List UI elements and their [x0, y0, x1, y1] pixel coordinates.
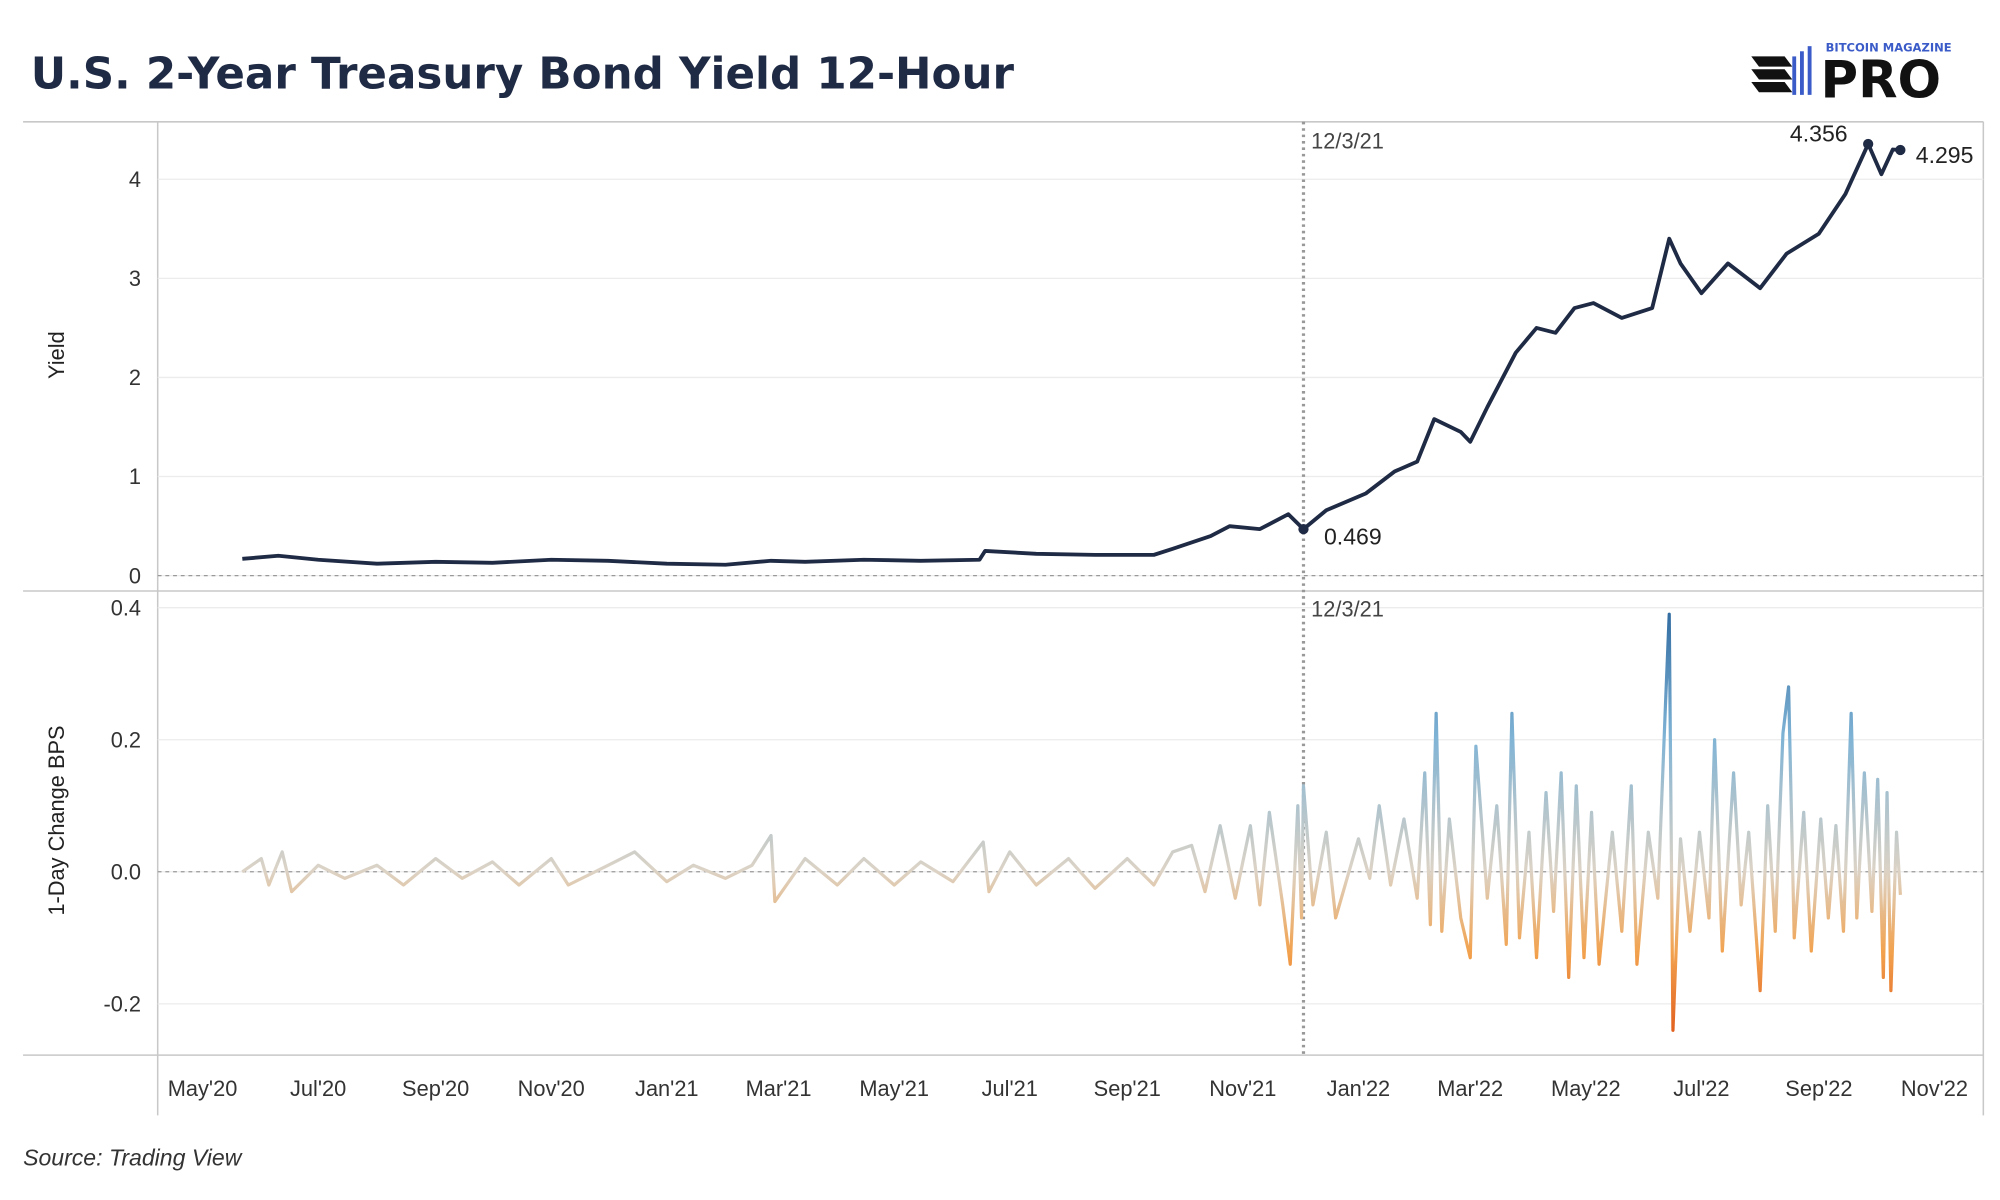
- x-tick-label: Jan'22: [1327, 1076, 1391, 1101]
- x-tick-label: Sep'22: [1785, 1076, 1852, 1101]
- marker-label: 12/3/21: [1311, 129, 1384, 154]
- x-tick-label: Nov'22: [1901, 1076, 1968, 1101]
- yield-series-line: [242, 142, 1901, 567]
- x-tick-label: Jan'21: [635, 1076, 699, 1101]
- annotation-dot: [1298, 524, 1309, 535]
- x-tick-label: Sep'21: [1094, 1076, 1161, 1101]
- y-tick-label: 2: [129, 365, 141, 390]
- x-tick-label: Nov'21: [1209, 1076, 1276, 1101]
- x-tick-label: Jul'21: [982, 1076, 1038, 1101]
- annotation-label: 4.295: [1916, 142, 1974, 168]
- change-series-line: [241, 612, 1902, 1032]
- annotation-dot: [1863, 138, 1874, 150]
- x-tick-label: Mar'22: [1437, 1076, 1503, 1101]
- y-tick-label: 0.2: [111, 727, 141, 752]
- marker-label: 12/3/21: [1311, 597, 1384, 622]
- y-tick-label: 3: [129, 266, 141, 291]
- annotation-label: 0.469: [1324, 524, 1382, 550]
- logo-mark-icon: [1751, 46, 1812, 95]
- y-tick-label: 0.0: [111, 859, 141, 884]
- annotation-dot: [1895, 144, 1906, 156]
- chart-title: U.S. 2-Year Treasury Bond Yield 12-Hour: [31, 49, 1015, 99]
- y-tick-label: 0: [129, 563, 141, 588]
- x-tick-label: May'20: [168, 1076, 238, 1101]
- y-tick-label: 0.4: [111, 595, 141, 620]
- logo-top-text: BITCOIN MAGAZINE: [1826, 40, 1952, 54]
- y-tick-label: 4: [129, 167, 141, 192]
- y-axis-label-change: 1-Day Change BPS: [44, 725, 69, 915]
- source-note: Source: Trading View: [23, 1144, 243, 1170]
- x-tick-label: Jul'20: [290, 1076, 346, 1101]
- y-axis-label-yield: Yield: [44, 331, 69, 379]
- logo-main-text: PRO: [1821, 50, 1942, 110]
- y-tick-label: -0.2: [103, 992, 141, 1017]
- x-tick-label: Sep'20: [402, 1076, 469, 1101]
- x-tick-label: Nov'20: [518, 1076, 585, 1101]
- brand-logo: BITCOIN MAGAZINE PRO: [1751, 40, 1952, 110]
- x-tick-label: May'22: [1551, 1076, 1621, 1101]
- x-tick-label: Mar'21: [746, 1076, 812, 1101]
- x-tick-label: May'21: [859, 1076, 929, 1101]
- x-tick-label: Jul'22: [1673, 1076, 1729, 1101]
- y-tick-label: 1: [129, 464, 141, 489]
- annotation-label: 4.356: [1790, 120, 1848, 146]
